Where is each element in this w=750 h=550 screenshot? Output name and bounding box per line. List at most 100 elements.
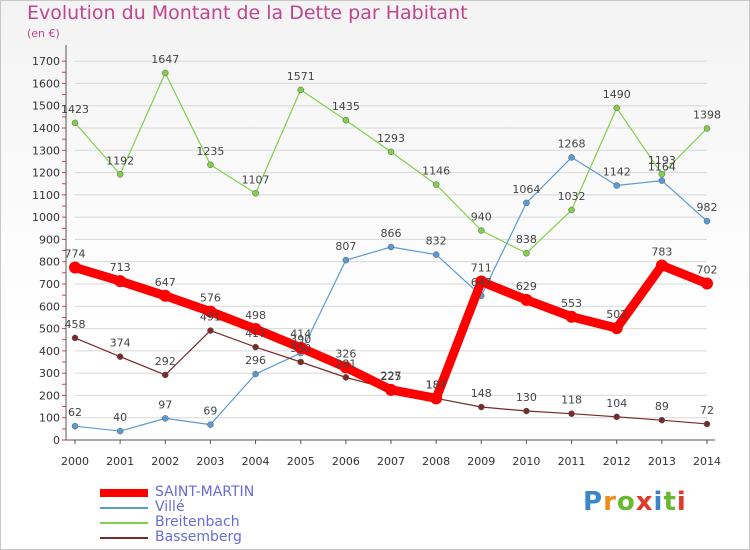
data-label: 281 bbox=[335, 357, 356, 370]
data-point bbox=[342, 256, 350, 264]
data-label: 1064 bbox=[512, 183, 540, 196]
data-point bbox=[342, 116, 350, 124]
y-tick-label: 1200 bbox=[32, 167, 60, 180]
data-point bbox=[568, 154, 575, 161]
x-tick-label: 2011 bbox=[558, 455, 586, 468]
data-label: 783 bbox=[651, 246, 672, 259]
data-point bbox=[703, 125, 711, 132]
data-label: 62 bbox=[68, 406, 82, 419]
y-tick-label: 1700 bbox=[32, 55, 60, 68]
x-tick-label: 2008 bbox=[422, 455, 450, 468]
x-tick-label: 2014 bbox=[693, 455, 721, 468]
data-label: 40 bbox=[113, 411, 127, 424]
data-point bbox=[613, 104, 620, 112]
logo-letter: t bbox=[663, 487, 677, 517]
data-point bbox=[297, 86, 304, 94]
x-tick-label: 2010 bbox=[512, 455, 540, 468]
data-point bbox=[252, 343, 259, 351]
data-point bbox=[387, 148, 395, 156]
data-label: 576 bbox=[200, 292, 221, 305]
y-tick-label: 1500 bbox=[32, 100, 60, 113]
data-label: 1235 bbox=[196, 145, 224, 158]
data-point bbox=[116, 353, 124, 360]
data-label: 807 bbox=[335, 240, 356, 253]
axes bbox=[62, 45, 715, 444]
legend-label: SAINT-MARTIN bbox=[155, 484, 255, 500]
data-point bbox=[432, 181, 440, 188]
data-label: 1398 bbox=[693, 108, 721, 121]
data-label: 1571 bbox=[287, 70, 315, 83]
data-label: 1192 bbox=[106, 154, 134, 167]
data-label: 711 bbox=[471, 262, 492, 275]
legend-swatch bbox=[100, 489, 148, 497]
logo-letter: r bbox=[603, 487, 617, 517]
data-label: 982 bbox=[697, 201, 718, 214]
data-label: 866 bbox=[381, 227, 402, 240]
y-tick-label: 300 bbox=[39, 367, 60, 380]
data-point bbox=[478, 227, 485, 234]
data-label: 296 bbox=[245, 354, 266, 367]
y-tick-label: 900 bbox=[39, 233, 60, 246]
data-label: 72 bbox=[700, 404, 714, 417]
series-group bbox=[69, 69, 713, 435]
legend-swatch bbox=[100, 522, 148, 524]
y-tick-label: 100 bbox=[39, 412, 60, 425]
data-label: 104 bbox=[606, 397, 627, 410]
data-label: 647 bbox=[155, 276, 176, 289]
data-point bbox=[207, 161, 214, 169]
data-label: 838 bbox=[516, 233, 537, 246]
chart-subtitle: (en €) bbox=[27, 27, 60, 40]
data-label: 1435 bbox=[332, 100, 360, 113]
data-point bbox=[249, 323, 262, 336]
y-tick-label: 0 bbox=[53, 434, 60, 447]
legend-label: Bassemberg bbox=[155, 529, 242, 545]
data-label: 1164 bbox=[648, 161, 676, 174]
data-point bbox=[523, 249, 530, 257]
data-point bbox=[523, 199, 530, 207]
data-label: 647 bbox=[471, 276, 492, 289]
proxiti-logo: Proxiti bbox=[583, 487, 687, 517]
data-point bbox=[475, 275, 488, 288]
chart-title: Evolution du Montant de la Dette par Hab… bbox=[27, 2, 468, 24]
data-label: 553 bbox=[561, 297, 582, 310]
x-tick-labels: 2000 2001 2002 2003 2004 2005 2006 2007 2008 2009… bbox=[61, 455, 721, 468]
data-point bbox=[613, 182, 620, 189]
data-label: 118 bbox=[561, 394, 582, 407]
data-point bbox=[568, 206, 575, 214]
data-label: 1032 bbox=[558, 190, 586, 203]
data-point bbox=[658, 170, 666, 178]
x-tick-label: 2007 bbox=[377, 455, 405, 468]
logo-letter: i bbox=[653, 487, 664, 517]
data-point bbox=[520, 293, 533, 306]
data-label: 292 bbox=[155, 355, 176, 368]
y-tick-label: 1600 bbox=[32, 77, 60, 90]
data-point bbox=[162, 69, 169, 77]
data-point bbox=[610, 322, 623, 335]
y-tick-label: 700 bbox=[39, 278, 60, 291]
data-point bbox=[432, 251, 440, 258]
y-tick-label: 800 bbox=[39, 256, 60, 269]
x-tick-label: 2006 bbox=[332, 455, 360, 468]
y-tick-label: 400 bbox=[39, 345, 60, 358]
x-tick-label: 2013 bbox=[648, 455, 676, 468]
data-point bbox=[703, 217, 711, 225]
data-point bbox=[655, 259, 668, 272]
data-label: 130 bbox=[516, 391, 537, 404]
data-label: 374 bbox=[110, 337, 131, 350]
y-tick-label: 1100 bbox=[32, 189, 60, 202]
data-label: 148 bbox=[471, 387, 492, 400]
legend-label: Villé bbox=[155, 499, 185, 515]
data-point bbox=[658, 177, 666, 184]
data-point bbox=[658, 416, 666, 424]
data-point bbox=[297, 358, 304, 366]
data-label: 414 bbox=[290, 328, 311, 341]
data-label: 832 bbox=[426, 235, 447, 248]
data-point bbox=[342, 374, 350, 381]
x-tick-label: 2003 bbox=[196, 455, 224, 468]
data-point bbox=[71, 119, 79, 127]
data-label: 458 bbox=[65, 318, 86, 331]
legend-swatch bbox=[100, 537, 148, 539]
x-tick-label: 2012 bbox=[603, 455, 631, 468]
x-tick-label: 2000 bbox=[61, 455, 89, 468]
data-label: 187 bbox=[426, 378, 447, 391]
